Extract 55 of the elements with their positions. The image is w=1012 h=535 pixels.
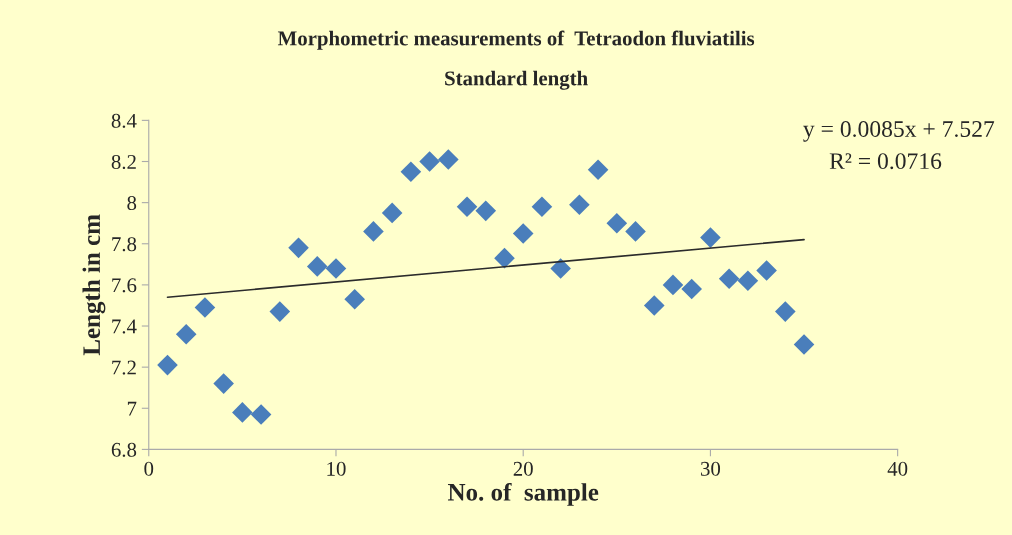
point [681,278,702,300]
annotation: R² = 0.0716 [829,153,942,170]
point [531,196,553,218]
point [419,151,440,172]
y-tick-label: 8.4 [111,113,137,128]
point [662,274,684,296]
y-tick-label: 7 [127,401,137,416]
point [213,373,234,394]
point [456,196,478,218]
point [381,202,403,224]
point [569,194,590,215]
y-tick-label: 7.8 [112,237,137,252]
y-tick-label: 8 [127,196,137,211]
point [475,200,497,222]
point [756,260,777,281]
point [325,258,347,279]
point [288,237,309,259]
point [438,149,459,170]
point [250,404,272,425]
point [793,334,815,355]
x-tick-label: 20 [513,461,533,476]
point [643,295,665,316]
point [232,402,253,423]
point [269,301,291,322]
point [512,223,534,244]
y-tick-label: 7.4 [112,319,137,334]
point [194,297,216,318]
point [700,227,721,248]
y-tick-label: 7.2 [112,360,136,375]
chart-subtitle: Standard length [445,70,588,90]
point [775,301,796,322]
point [344,288,366,310]
point [587,159,609,181]
annotation: y = 0.0085x + 7.527 [803,120,995,142]
point [157,354,178,376]
point [400,161,422,183]
y-tick-label: 6.8 [111,442,137,457]
point [606,212,628,234]
point [550,258,571,279]
x-axis-title: No. of sample [447,482,599,506]
point [175,323,197,345]
point [718,268,740,290]
point [737,270,759,292]
chart-title: Morphometric measurements of Tetraodon fluviatilis [277,30,755,50]
y-tick-label: 8.2 [111,154,136,170]
point [494,247,515,269]
point [363,221,384,242]
point [625,221,646,242]
y-axis-title: Length in cm [82,214,106,356]
x-tick-label: 10 [327,461,346,476]
y-tick-label: 7.6 [112,278,137,293]
x-tick-label: 40 [887,461,908,476]
x-tick-label: 0 [144,461,154,476]
x-tick-label: 30 [701,461,721,476]
point [306,256,328,277]
